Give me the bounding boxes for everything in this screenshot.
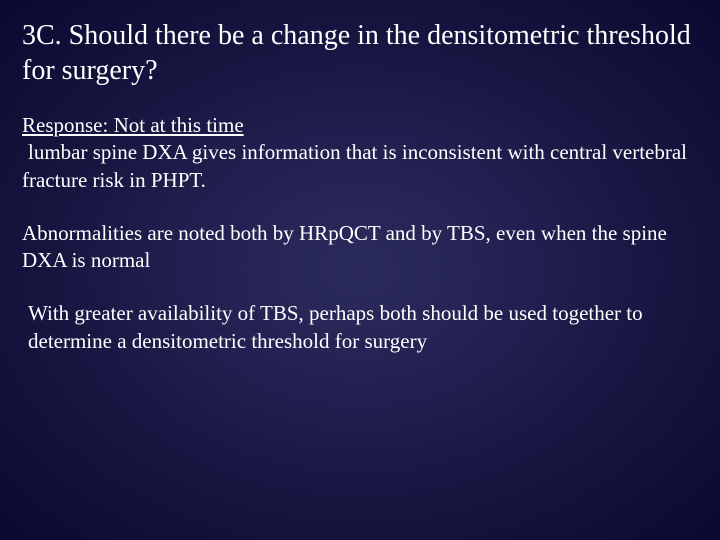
paragraph-1: Response: Not at this time lumbar spine … — [22, 112, 692, 194]
slide-body: Response: Not at this time lumbar spine … — [22, 112, 692, 355]
slide: 3C. Should there be a change in the dens… — [0, 0, 720, 540]
paragraph-3: With greater availability of TBS, perhap… — [22, 300, 692, 355]
para1-continuation: lumbar spine DXA gives information that … — [22, 140, 687, 191]
response-label: Response: Not at this time — [22, 113, 244, 137]
slide-title: 3C. Should there be a change in the dens… — [22, 18, 692, 88]
paragraph-2: Abnormalities are noted both by HRpQCT a… — [22, 220, 692, 275]
